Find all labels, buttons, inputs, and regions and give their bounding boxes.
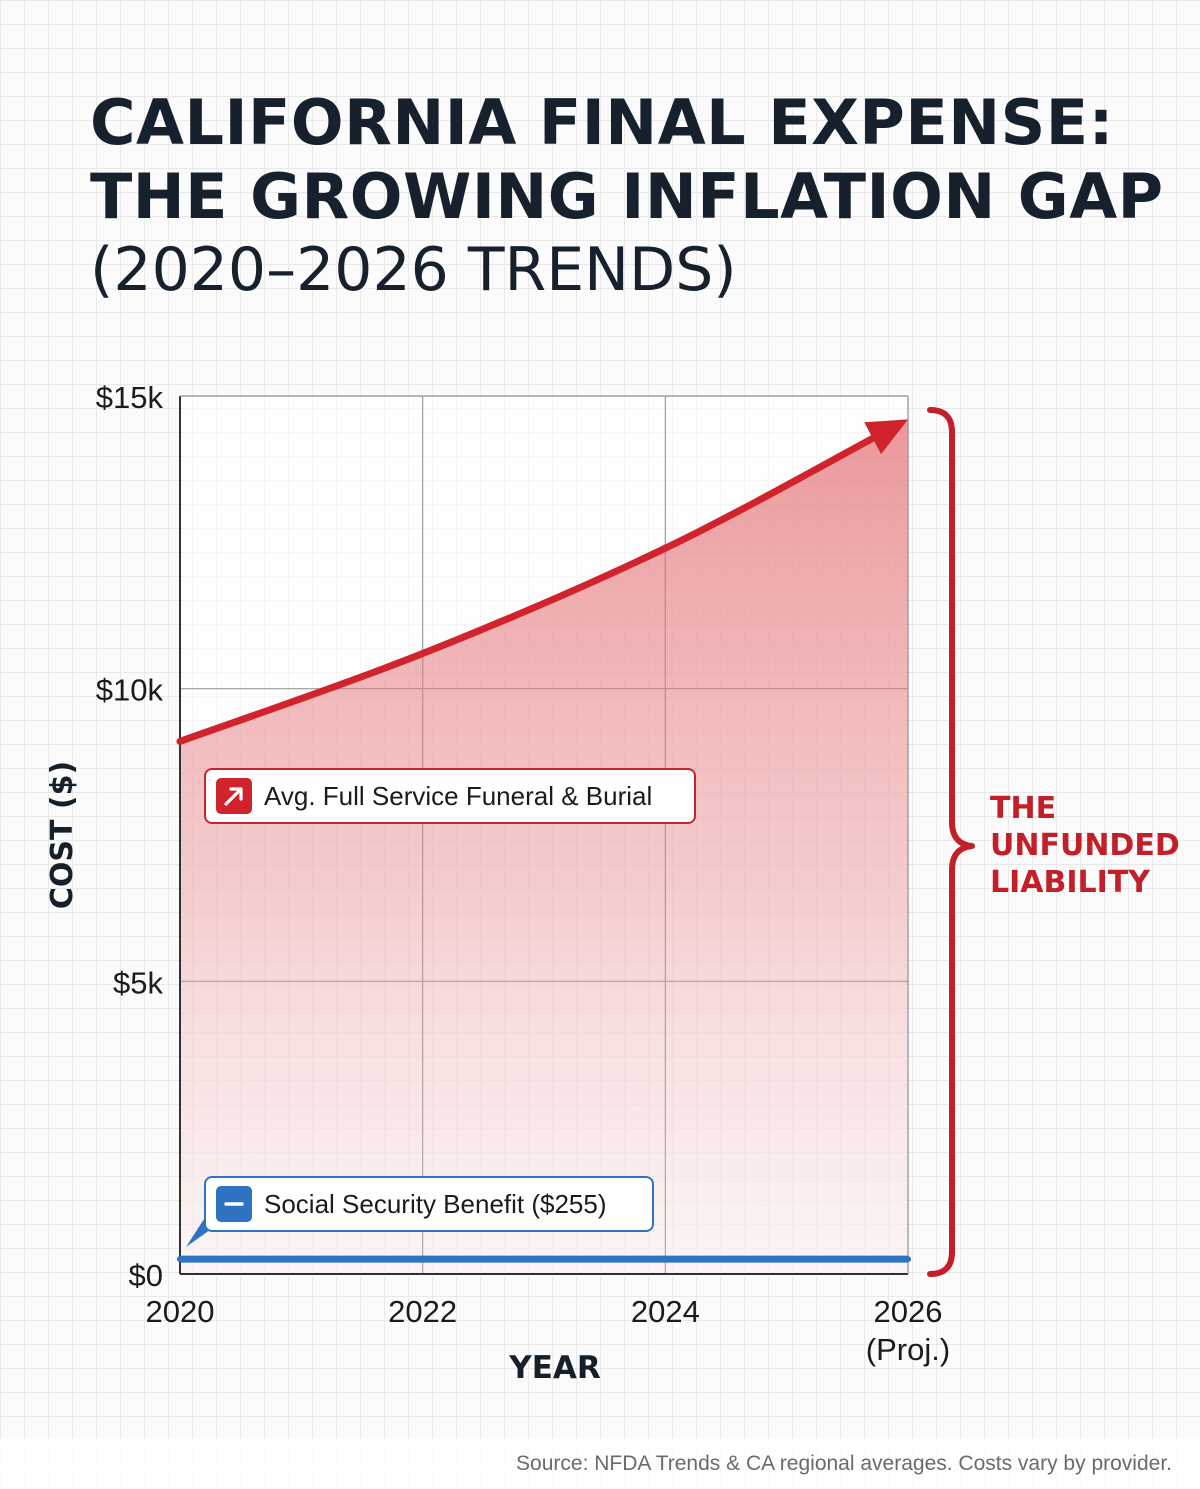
annotation-line: LIABILITY	[990, 865, 1150, 900]
data-point-social-security	[662, 1256, 669, 1263]
tick-labels: $0 $5k $10k $15k 2020 2022 2024 2026(Proj.)	[96, 380, 950, 1367]
title-line-1: CALIFORNIA FINAL EXPENSE:	[90, 86, 1114, 159]
data-point-social-security	[419, 1256, 426, 1263]
series-line-funeral-cost	[176, 427, 891, 745]
legend-label-social-security: Social Security Benefit ($255)	[264, 1188, 607, 1219]
footer-band	[0, 1438, 1200, 1489]
y-tick-label: $5k	[113, 965, 163, 1000]
x-tick-label: 2022	[388, 1294, 457, 1329]
title-block: CALIFORNIA FINAL EXPENSE: THE GROWING IN…	[90, 86, 1164, 306]
data-point-social-security	[905, 1256, 911, 1263]
x-tick-note: (Proj.)	[866, 1332, 950, 1367]
data-point-funeral-cost	[661, 544, 669, 552]
arrowhead-icon	[864, 419, 908, 455]
flat-line-icon	[216, 1186, 252, 1222]
x-tick-label: 2020	[146, 1294, 215, 1329]
legend-item-funeral-cost: Avg. Full Service Funeral & Burial	[204, 768, 696, 824]
title-line-2: THE GROWING INFLATION GAP	[90, 160, 1164, 233]
data-point-funeral-cost	[419, 650, 427, 658]
y-tick-label: $0	[129, 1258, 163, 1293]
y-tick-label: $15k	[96, 380, 164, 415]
y-tick-label: $10k	[96, 673, 164, 708]
cost-area	[180, 419, 908, 1274]
data-point-funeral-cost	[176, 737, 184, 745]
annotation-line: THE	[990, 791, 1057, 826]
legend-item-social-security: Social Security Benefit ($255)	[204, 1176, 654, 1232]
trend-up-arrow-icon	[216, 778, 252, 814]
data-points	[176, 544, 911, 1263]
legend-label-funeral-cost: Avg. Full Service Funeral & Burial	[264, 780, 653, 811]
liability-brace	[927, 407, 975, 1277]
annotation-line: UNFUNDED	[990, 828, 1180, 863]
data-point-social-security	[177, 1256, 183, 1263]
source-note: Source: NFDA Trends & CA regional averag…	[516, 1452, 1172, 1475]
x-axis-title: YEAR	[508, 1350, 601, 1386]
subtitle: (2020–2026 TRENDS)	[90, 235, 737, 305]
axes	[179, 395, 909, 1275]
unfunded-liability-annotation: THE UNFUNDED LIABILITY	[990, 790, 1180, 901]
x-tick-label: 2026	[874, 1294, 943, 1329]
y-axis-title: COST ($)	[45, 761, 80, 909]
x-tick-label: 2024	[631, 1294, 700, 1329]
